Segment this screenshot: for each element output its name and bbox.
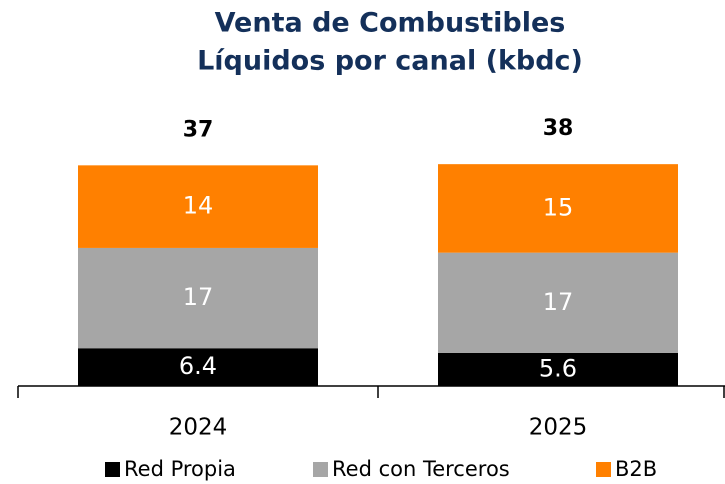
value-label: 14 [183, 192, 214, 220]
bar-segment [438, 352, 678, 386]
legend-swatch [313, 462, 328, 477]
legend-label: B2B [615, 457, 657, 481]
bar-segment [78, 348, 318, 386]
chart-title: Líquidos por canal (kbdc) [197, 46, 583, 77]
x-tick-label: 2025 [529, 415, 588, 441]
bar-segment [438, 164, 678, 253]
bar-segment [438, 252, 678, 353]
total-label: 37 [183, 117, 214, 142]
value-label: 15 [543, 193, 574, 221]
value-label: 6.4 [179, 352, 217, 380]
total-label: 38 [543, 116, 574, 141]
x-tick-label: 2024 [169, 415, 228, 441]
value-label: 5.6 [539, 354, 577, 382]
legend-label: Red con Terceros [332, 457, 510, 481]
bar-segment [78, 165, 318, 248]
legend-swatch [596, 462, 611, 477]
legend-swatch [105, 462, 120, 477]
chart-title: Venta de Combustibles [215, 8, 566, 39]
bar-segment [78, 247, 318, 349]
legend-label: Red Propia [124, 457, 236, 481]
value-label: 17 [183, 283, 214, 311]
value-label: 17 [543, 288, 574, 316]
